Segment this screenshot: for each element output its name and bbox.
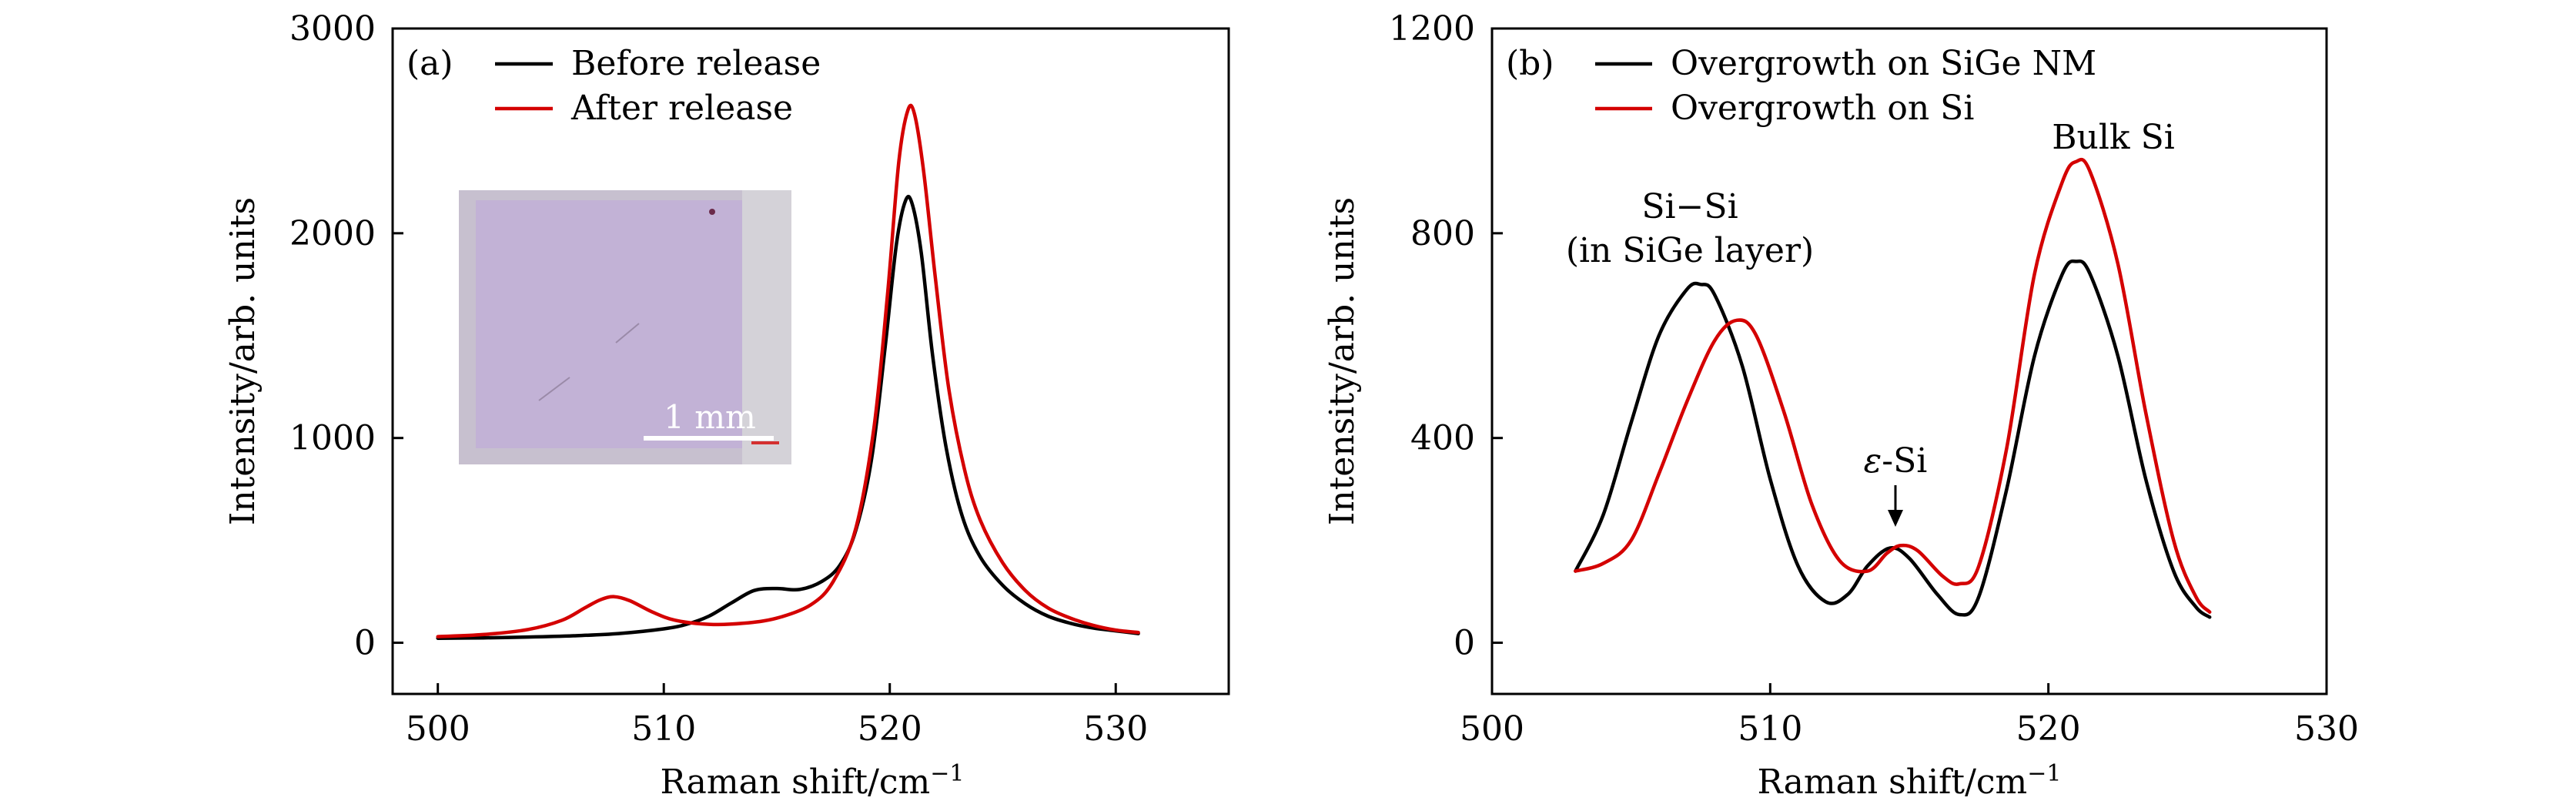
panel-a-xtick-label-0: 500 [406,709,470,749]
panel-b-xtick-label-0: 500 [1460,709,1524,749]
panel-b-annotations: Si−Si (in SiGe layer) ε-Si Bulk Si [1566,118,2175,527]
panel-b-ytick-label-2: 800 [1410,214,1475,253]
legend-b-label-si: Overgrowth on Si [1671,89,1974,128]
panel-b-series-group [1574,157,2212,619]
panel-b-legend: (b) Overgrowth on SiGe NM Overgrowth on … [1506,44,2096,128]
legend-b-label-sige: Overgrowth on SiGe NM [1671,44,2096,83]
panel-a-plot-frame [391,27,1230,695]
inset-scratch [538,323,640,401]
inset-edge [742,190,791,464]
panel-a-ytick-label-1: 1000 [289,419,376,458]
annot-eps-si: ε-Si [1864,441,1928,481]
panel-a-series-0-line [436,195,1140,640]
panel-b-series-0-line [1574,259,2212,619]
annot-eps-si-symbol: ε [1864,441,1882,481]
panel-b-xtick-label-1: 510 [1738,709,1802,749]
panel-b-x-axis-title: Raman shift/cm−1 [1757,760,2061,802]
panel-b-xlabel-main: Raman shift/cm [1757,762,2027,802]
annot-si-si-line2: (in SiGe layer) [1566,231,1814,270]
legend-a-label-after: After release [570,89,793,128]
annot-si-si-line1: Si−Si [1641,187,1738,226]
panel-a-xlabel-main: Raman shift/cm [660,762,930,802]
panel-a-xtick-label-1: 510 [631,709,696,749]
panel-b: 500 510 520 530 0 400 800 1200 (b) Overgrowth o… [1323,9,2359,802]
annot-bulk-si: Bulk Si [2052,118,2175,157]
panel-b-xtick-label-3: 530 [2294,709,2359,749]
legend-a-label-before: Before release [571,44,821,83]
panel-a-legend: (a) Before release After release [406,44,821,128]
panel-a-xtick-label-3: 530 [1083,709,1148,749]
panel-b-ticks-group: 500 510 520 530 0 400 800 1200 [1389,9,2359,749]
panel-a: 1 mm 500 510 520 530 0 1000 2000 3000 (a) Befor… [223,9,1230,802]
panel-a-y-axis-title: Intensity/arb. units [223,197,263,525]
panel-a-ticks-group: 500 510 520 530 0 1000 2000 3000 [289,9,1148,749]
panel-b-xtick-label-2: 520 [2016,709,2081,749]
inset-scale-label: 1 mm [664,398,756,436]
inset-sample [476,200,742,448]
panel-a-label: (a) [406,44,453,83]
panel-a-xtick-label-2: 520 [858,709,922,749]
panel-a-ytick-label-0: 0 [354,624,376,663]
panel-b-label: (b) [1506,44,1554,83]
annot-eps-si-text: -Si [1882,441,1927,481]
panel-a-ytick-label-3: 3000 [289,9,376,49]
inset-particle [709,209,715,215]
panel-a-x-axis-title: Raman shift/cm−1 [660,760,964,802]
panel-a-series-1-line [436,103,1140,638]
panel-a-xlabel-sup: −1 [930,760,964,787]
panel-a-ytick-label-2: 2000 [289,214,376,253]
panel-b-ytick-label-3: 1200 [1389,9,1475,49]
panel-a-series-group [436,103,1140,640]
annot-eps-si-arrow-head [1888,510,1903,527]
inset-red-mark [751,441,779,444]
panel-b-plot-frame [1490,27,2328,695]
panel-b-xlabel-sup: −1 [2027,760,2061,787]
panel-b-y-axis-title: Intensity/arb. units [1323,197,1362,525]
panel-b-ytick-label-0: 0 [1454,624,1475,663]
panel-b-ytick-label-1: 400 [1410,419,1475,458]
panel-a-inset-micrograph: 1 mm [459,190,791,464]
panel-b-series-1-line [1574,157,2212,614]
